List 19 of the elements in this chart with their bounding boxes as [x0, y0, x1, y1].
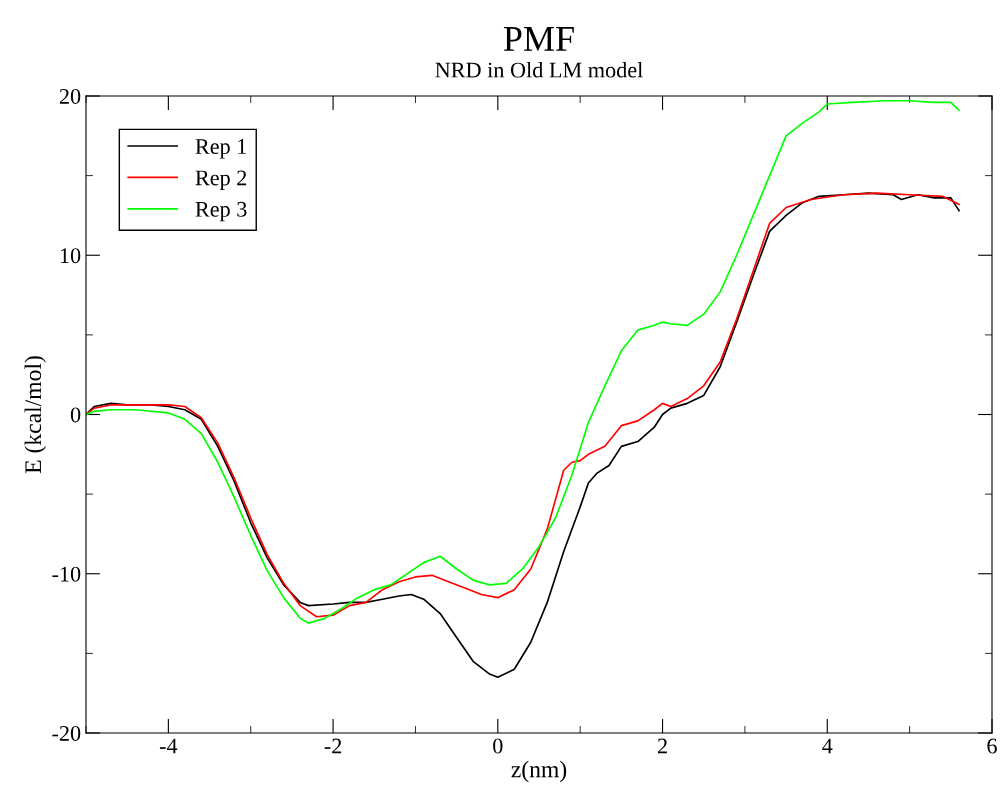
- legend-label: Rep 2: [195, 170, 247, 190]
- x-tick-label: 0: [493, 738, 503, 754]
- x-tick-label: 4: [822, 738, 833, 754]
- line-series: [86, 99, 960, 624]
- x-tick-label: 2: [657, 738, 667, 754]
- y-tick-label: 0: [70, 407, 81, 423]
- chart-subtitle: NRD in Old LM model: [435, 61, 643, 78]
- y-axis-title: E (kcal/mol): [24, 356, 46, 474]
- x-tick-label: 6: [987, 738, 997, 754]
- y-tick-label: -10: [52, 566, 81, 582]
- legend-label: Rep 3: [195, 201, 247, 222]
- legend-label: Rep 1: [195, 139, 247, 159]
- y-tick-label: 20: [59, 88, 81, 104]
- y-tick-label: 10: [60, 248, 81, 264]
- y-tick-label: -20: [52, 725, 81, 741]
- x-tick-label: -2: [324, 738, 342, 754]
- x-tick-label: -4: [159, 738, 178, 754]
- x-axis-title: z(nm): [511, 760, 567, 783]
- chart-title: PMF: [503, 27, 574, 51]
